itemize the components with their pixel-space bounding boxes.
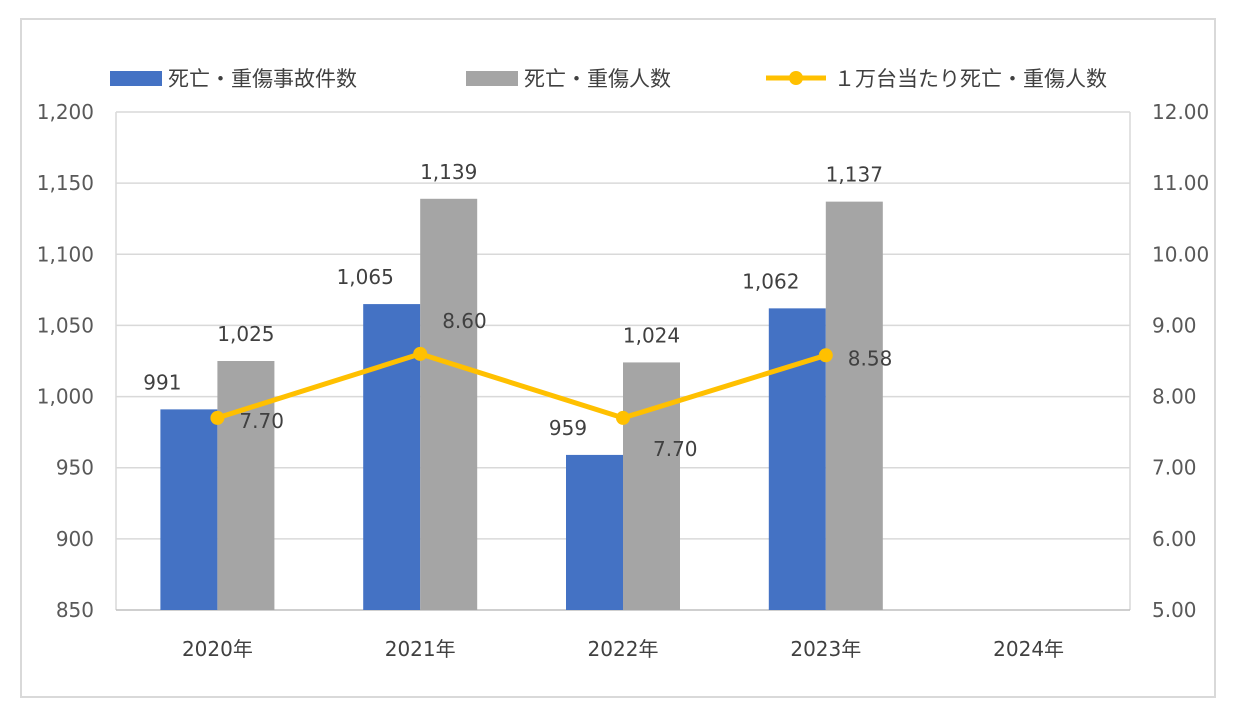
y-left-tick-label: 850 xyxy=(56,598,94,622)
bar-data-label: 1,024 xyxy=(623,323,680,347)
y-right-tick-label: 9.00 xyxy=(1152,313,1197,337)
y-left-tick-label: 950 xyxy=(56,456,94,480)
line-point xyxy=(818,348,833,363)
y-left-tick-label: 1,000 xyxy=(37,385,94,409)
bar-data-label: 1,025 xyxy=(217,322,274,346)
bar-data-label: 1,065 xyxy=(337,265,394,289)
x-category-label: 2021年 xyxy=(385,637,456,661)
legend-swatch-bar-accidents xyxy=(110,71,162,86)
legend-label: 死亡・重傷事故件数 xyxy=(168,67,357,91)
bar-data-label: 991 xyxy=(143,370,181,394)
y-right-tick-label: 7.00 xyxy=(1152,456,1197,480)
x-category-label: 2020年 xyxy=(182,637,253,661)
y-right-tick-label: 11.00 xyxy=(1152,171,1209,195)
y-right-tick-label: 8.00 xyxy=(1152,385,1197,409)
y-left-tick-label: 1,200 xyxy=(37,100,94,124)
y-right-tick-label: 6.00 xyxy=(1152,527,1197,551)
line-data-label: 7.70 xyxy=(653,437,698,461)
line-series xyxy=(216,351,827,421)
bar xyxy=(825,201,883,610)
y-right-tick-label: 12.00 xyxy=(1152,100,1209,124)
bar xyxy=(566,454,623,610)
y-left-tick-label: 900 xyxy=(56,527,94,551)
legend-swatch-marker xyxy=(789,71,803,85)
legend-label: 死亡・重傷人数 xyxy=(524,67,671,91)
bar xyxy=(160,409,218,610)
legend-swatch-bar-persons xyxy=(466,71,518,86)
bar-data-label: 1,062 xyxy=(742,269,799,293)
bar xyxy=(217,361,275,610)
bar-data-label: 1,139 xyxy=(420,160,477,184)
x-category-label: 2023年 xyxy=(790,637,861,661)
legend-label: １万台当たり死亡・重傷人数 xyxy=(834,67,1107,91)
y-right-tick-label: 5.00 xyxy=(1152,598,1197,622)
bar xyxy=(363,304,421,610)
line-data-label: 7.70 xyxy=(239,409,284,433)
x-category-label: 2022年 xyxy=(588,637,659,661)
bar-data-label: 959 xyxy=(549,416,587,440)
line-point xyxy=(210,410,225,425)
y-left-tick-label: 1,100 xyxy=(37,242,94,266)
x-category-label: 2024年 xyxy=(993,637,1064,661)
y-left-tick-label: 1,150 xyxy=(37,171,94,195)
y-left-tick-label: 1,050 xyxy=(37,313,94,337)
bar xyxy=(623,362,680,610)
bar xyxy=(768,308,826,610)
bar xyxy=(420,198,478,610)
line-data-label: 8.60 xyxy=(442,309,487,333)
line-point xyxy=(413,346,428,361)
bar-data-label: 1,137 xyxy=(826,163,883,187)
line-data-label: 8.58 xyxy=(848,346,893,370)
y-right-tick-label: 10.00 xyxy=(1152,242,1209,266)
line-point xyxy=(616,410,630,425)
